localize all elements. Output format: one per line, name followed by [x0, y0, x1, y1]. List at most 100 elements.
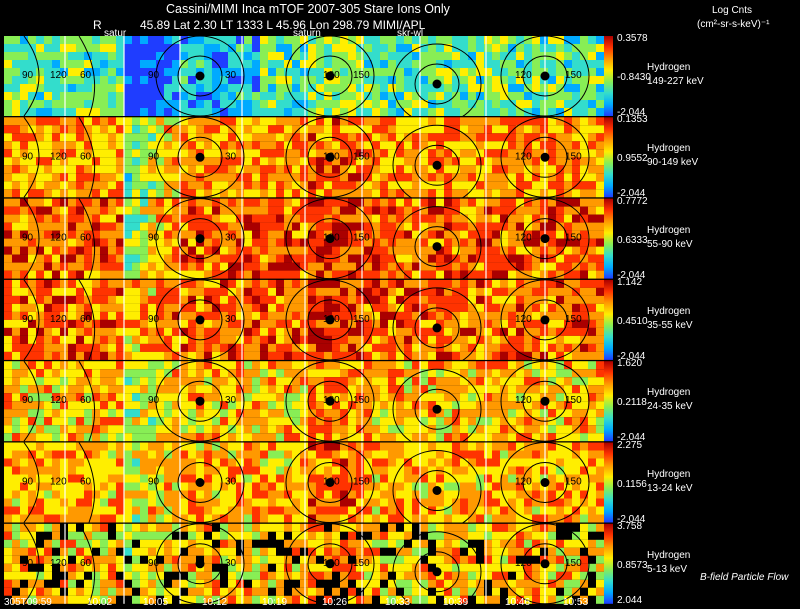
heatmap-cell: [76, 579, 84, 588]
heatmap-cell: [348, 222, 356, 231]
heatmap-cell: [500, 450, 508, 459]
heatmap-cell: [260, 319, 268, 328]
heatmap-cell: [548, 490, 556, 499]
heatmap-cell: [404, 165, 412, 174]
heatmap-cell: [484, 270, 492, 279]
heatmap-cell: [332, 36, 340, 44]
heatmap-cell: [116, 270, 124, 279]
heatmap-cell: [508, 287, 516, 296]
heatmap-cell: [180, 343, 188, 352]
heatmap-cell: [388, 295, 396, 304]
heatmap-cell: [68, 157, 76, 166]
heatmap-cell: [236, 206, 244, 215]
heatmap-cell: [188, 595, 196, 604]
heatmap-cell: [436, 52, 444, 60]
heatmap-cell: [60, 490, 68, 499]
heatmap-cell: [444, 498, 452, 507]
heatmap-cell: [140, 369, 148, 378]
heatmap-cell: [492, 141, 500, 150]
heatmap-cell: [580, 44, 588, 52]
heatmap-cell: [172, 498, 180, 507]
heatmap-cell: [44, 125, 52, 134]
heatmap-cell: [60, 417, 68, 426]
heatmap-cell: [324, 514, 332, 523]
heatmap-cell: [564, 474, 572, 483]
heatmap-cell: [124, 133, 132, 142]
heatmap-cell: [188, 222, 196, 231]
heatmap-cell: [156, 327, 164, 336]
heatmap-cell: [548, 393, 556, 402]
heatmap-cell: [580, 351, 588, 360]
heatmap-cell: [44, 246, 52, 255]
heatmap-cell: [12, 311, 20, 320]
heatmap-cell: [188, 555, 196, 564]
heatmap-cell: [292, 311, 300, 320]
heatmap-cell: [124, 108, 132, 116]
heatmap-cell: [252, 385, 260, 394]
heatmap-cell: [396, 498, 404, 507]
heatmap-cell: [276, 92, 284, 100]
heatmap-cell: [244, 60, 252, 68]
heatmap-cell: [532, 189, 540, 198]
heatmap-cell: [492, 181, 500, 190]
heatmap-cell: [500, 474, 508, 483]
field-direction-marker: [195, 234, 205, 244]
heatmap-cell: [420, 335, 428, 344]
heatmap-cell: [476, 270, 484, 279]
heatmap-cell: [300, 303, 308, 312]
heatmap-cell: [516, 246, 524, 255]
heatmap-cell: [180, 547, 188, 556]
heatmap-cell: [332, 117, 340, 126]
heatmap-cell: [516, 270, 524, 279]
heatmap-cell: [220, 36, 228, 44]
heatmap-cell: [316, 246, 324, 255]
heatmap-cell: [132, 587, 140, 596]
heatmap-cell: [540, 303, 548, 312]
heatmap-cell: [36, 76, 44, 84]
heatmap-cell: [436, 417, 444, 426]
heatmap-cell: [228, 498, 236, 507]
heatmap-cell: [140, 303, 148, 312]
heatmap-cell: [444, 450, 452, 459]
heatmap-cell: [452, 198, 460, 207]
contour-label: 150: [353, 151, 370, 162]
heatmap-cell: [44, 189, 52, 198]
heatmap-cell: [204, 117, 212, 126]
heatmap-cell: [508, 425, 516, 434]
heatmap-cell: [348, 246, 356, 255]
heatmap-cell: [132, 433, 140, 442]
heatmap-cell: [388, 377, 396, 386]
heatmap-cell: [548, 181, 556, 190]
heatmap-cell: [4, 458, 12, 467]
heatmap-cell: [372, 498, 380, 507]
heatmap-cell: [436, 246, 444, 255]
heatmap-cell: [20, 84, 28, 92]
heatmap-cell: [292, 68, 300, 76]
heatmap-cell: [452, 311, 460, 320]
heatmap-cell: [396, 100, 404, 108]
heatmap-cell: [28, 595, 36, 604]
heatmap-cell: [124, 84, 132, 92]
heatmap-cell: [156, 595, 164, 604]
heatmap-cell: [524, 76, 532, 84]
heatmap-cell: [444, 206, 452, 215]
heatmap-cell: [60, 369, 68, 378]
heatmap-cell: [196, 571, 204, 580]
heatmap-cell: [364, 343, 372, 352]
heatmap-cell: [308, 270, 316, 279]
heatmap-cell: [284, 117, 292, 126]
heatmap-cell: [12, 595, 20, 604]
heatmap-cell: [108, 230, 116, 239]
heatmap-cell: [204, 377, 212, 386]
heatmap-cell: [276, 262, 284, 271]
heatmap-cell: [268, 287, 276, 296]
heatmap-cell: [4, 181, 12, 190]
heatmap-cell: [532, 287, 540, 296]
heatmap-cell: [420, 125, 428, 134]
heatmap-cell: [492, 498, 500, 507]
heatmap-cell: [332, 181, 340, 190]
heatmap-cell: [484, 327, 492, 336]
heatmap-cell: [308, 92, 316, 100]
heatmap-cell: [140, 270, 148, 279]
heatmap-cell: [492, 246, 500, 255]
